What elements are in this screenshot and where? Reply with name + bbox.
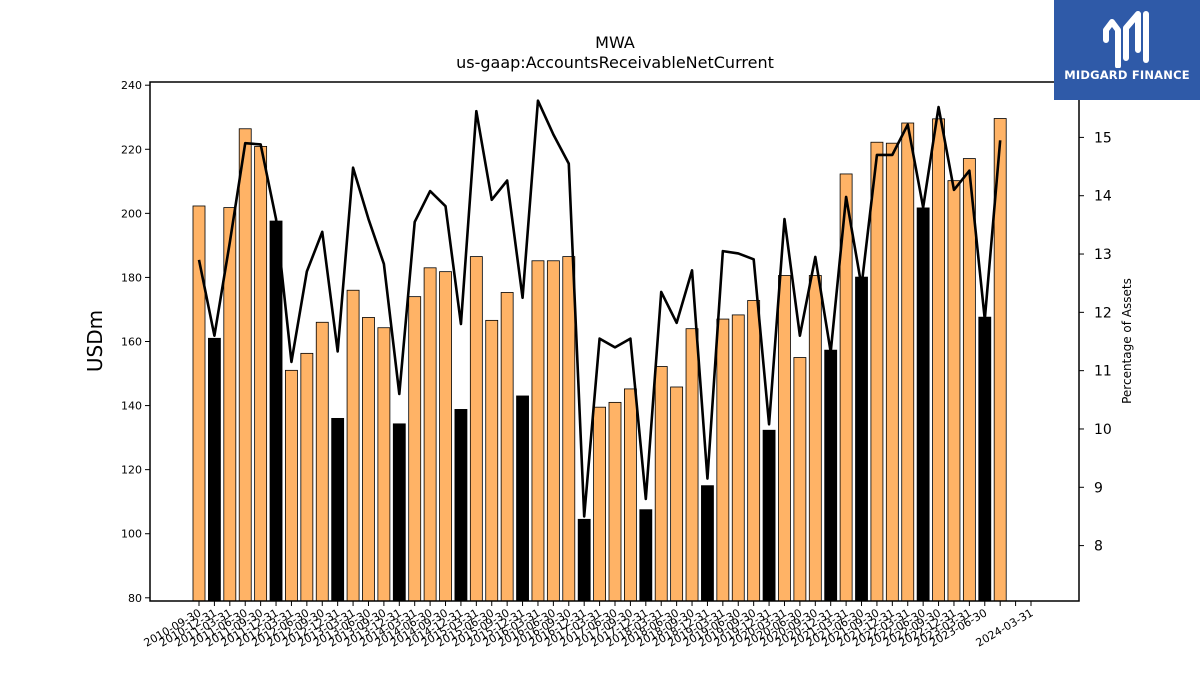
percentage-line bbox=[197, 99, 1002, 518]
bar bbox=[624, 388, 637, 602]
bar bbox=[269, 220, 283, 602]
y2-tick-label: 9 bbox=[1094, 480, 1103, 496]
bar bbox=[808, 275, 822, 602]
y-tick-label: 80 bbox=[128, 592, 142, 605]
bar bbox=[439, 271, 452, 602]
y-axis-label: USDm bbox=[83, 310, 107, 372]
bar bbox=[947, 180, 961, 602]
percentage-line-series bbox=[197, 99, 1002, 518]
bar bbox=[824, 349, 838, 602]
y2-tick-label: 15 bbox=[1094, 130, 1112, 146]
bar bbox=[562, 256, 576, 602]
bar-series bbox=[192, 118, 1007, 602]
bar bbox=[392, 423, 406, 602]
bar bbox=[701, 485, 714, 602]
brand-name: MIDGARD FINANCE bbox=[1064, 68, 1190, 82]
chart-title: MWA bbox=[595, 33, 635, 52]
bar bbox=[346, 289, 360, 602]
y-tick-label: 160 bbox=[121, 336, 142, 349]
y2-tick-label: 11 bbox=[1094, 364, 1112, 380]
bar bbox=[762, 429, 776, 602]
bar bbox=[978, 316, 992, 602]
bar bbox=[485, 319, 499, 602]
bar bbox=[423, 267, 437, 602]
y2-tick-label: 12 bbox=[1094, 305, 1112, 321]
bar bbox=[516, 395, 529, 602]
y2-tick-label: 13 bbox=[1094, 247, 1112, 263]
bar bbox=[855, 276, 868, 602]
bar bbox=[747, 300, 761, 602]
bar bbox=[362, 317, 375, 602]
bar bbox=[685, 328, 699, 602]
bar bbox=[315, 321, 329, 602]
bar bbox=[285, 369, 298, 602]
y-tick-label: 140 bbox=[121, 400, 142, 413]
bar bbox=[454, 409, 468, 602]
bar bbox=[962, 158, 976, 602]
bar bbox=[670, 386, 684, 602]
y2-tick-label: 8 bbox=[1094, 539, 1103, 555]
y-axis-right: 8 9 10 11 12 13 14 15 bbox=[1079, 130, 1112, 555]
bar bbox=[932, 118, 945, 602]
y2-tick-label: 10 bbox=[1094, 422, 1112, 438]
bar bbox=[885, 142, 899, 602]
bar bbox=[331, 417, 345, 602]
bar bbox=[716, 318, 730, 602]
bar bbox=[731, 314, 745, 602]
y2-tick-label: 14 bbox=[1094, 189, 1112, 205]
y-axis-left: 80 100 120 140 160 180 200 220 240 bbox=[121, 79, 150, 605]
bar bbox=[639, 509, 653, 602]
bar bbox=[593, 406, 607, 602]
bar bbox=[778, 275, 791, 602]
y-tick-label: 180 bbox=[121, 271, 142, 284]
bar bbox=[546, 260, 560, 602]
bar bbox=[207, 337, 221, 602]
bar bbox=[500, 292, 514, 602]
bar bbox=[408, 296, 422, 602]
chart-subtitle: us-gaap:AccountsReceivableNetCurrent bbox=[456, 53, 774, 72]
bar bbox=[238, 128, 252, 602]
brand-logo: MIDGARD FINANCE bbox=[1054, 0, 1200, 100]
bar bbox=[916, 207, 930, 602]
bar bbox=[254, 145, 268, 602]
x-axis: 2010-09-302010-12-312011-03-312011-06-30… bbox=[142, 601, 1036, 650]
bar bbox=[654, 366, 668, 602]
bar bbox=[577, 518, 591, 602]
y2-axis-label: Percentage of Assets bbox=[1120, 278, 1134, 404]
y-tick-label: 120 bbox=[121, 464, 142, 477]
bar bbox=[901, 122, 915, 602]
bar bbox=[469, 256, 483, 602]
midgard-logo-icon bbox=[1103, 11, 1149, 68]
bar bbox=[793, 357, 807, 602]
y-tick-label: 100 bbox=[121, 528, 142, 541]
bar bbox=[870, 141, 884, 602]
y-tick-label: 220 bbox=[121, 143, 142, 156]
bar bbox=[531, 260, 545, 602]
bar bbox=[300, 352, 314, 602]
bar bbox=[608, 401, 622, 602]
plot-frame bbox=[149, 81, 1080, 602]
y-tick-label: 240 bbox=[121, 79, 142, 92]
y-tick-label: 200 bbox=[121, 207, 142, 220]
bar bbox=[377, 327, 391, 602]
